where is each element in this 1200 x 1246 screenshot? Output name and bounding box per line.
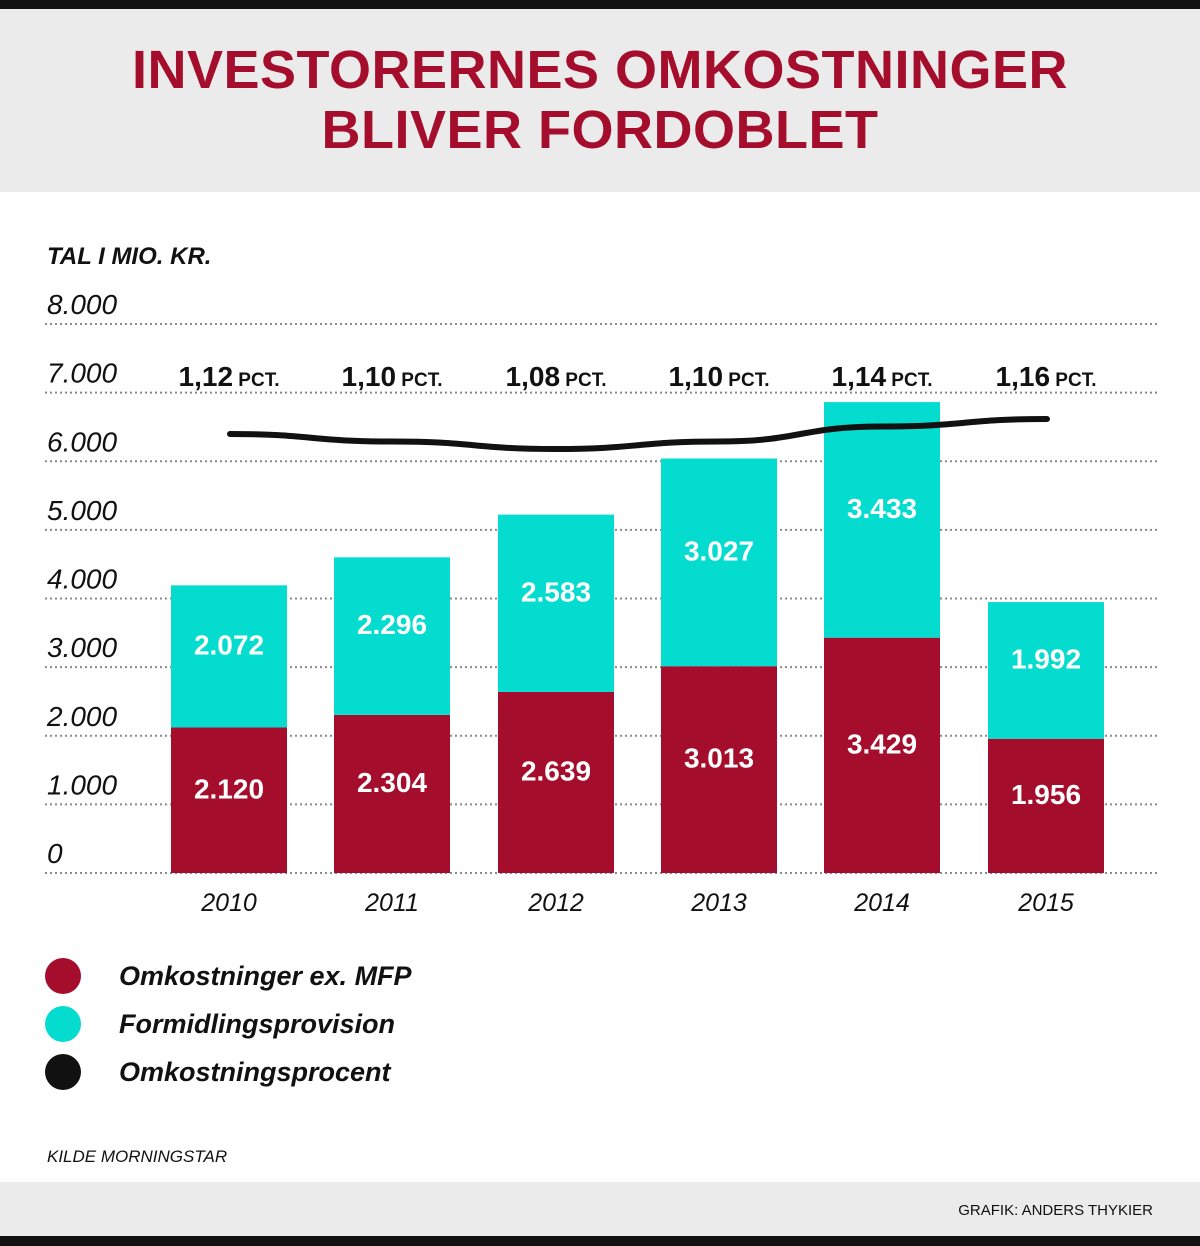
- y-tick-labels: 0 1.000 2.000 3.000 4.000 5.000 6.000 7.000 8.00…: [46, 289, 117, 869]
- data-label-formidlingsprovision: 2.583: [521, 576, 591, 607]
- omkostningsprocent-line: [227, 416, 1050, 453]
- bar-formidlingsprovision-2011: [334, 557, 450, 715]
- percent-label: 1,16 PCT.: [996, 361, 1097, 392]
- data-label-omkostninger: 1.956: [1011, 779, 1081, 810]
- graphic-credit: GRAFIK: ANDERS THYKIER: [958, 1202, 1153, 1219]
- data-label-formidlingsprovision: 1.992: [1011, 643, 1081, 674]
- bar-omkostninger-2014: [824, 637, 940, 873]
- legend-swatch-crimson: [45, 958, 81, 994]
- bar-omkostninger-2010: [171, 727, 287, 873]
- data-label-omkostninger: 3.013: [684, 743, 754, 774]
- bar-formidlingsprovision-2014: [824, 402, 940, 638]
- data-label-omkostninger: 2.304: [357, 767, 427, 798]
- bar-formidlingsprovision-2013: [661, 458, 777, 667]
- data-label-omkostninger: 2.639: [521, 755, 591, 786]
- data-label-formidlingsprovision: 3.433: [847, 493, 917, 524]
- y-tick-label: 5.000: [47, 495, 117, 526]
- header-band: [0, 9, 1200, 192]
- bar-omkostninger-2013: [661, 666, 777, 873]
- data-label-formidlingsprovision: 2.072: [194, 629, 264, 660]
- x-tick-label: 2015: [1017, 889, 1074, 917]
- y-tick-label: 6.000: [47, 426, 117, 457]
- footer-band: GRAFIK: ANDERS THYKIER: [0, 1182, 1200, 1236]
- source-note: KILDE MORNINGSTAR: [47, 1147, 228, 1166]
- bar-omkostninger-2011: [334, 714, 450, 873]
- y-tick-label: 7.000: [47, 358, 117, 389]
- x-tick-label: 2014: [853, 889, 910, 917]
- legend-swatch-teal: [45, 1006, 81, 1042]
- legend-swatch-black: [45, 1054, 81, 1090]
- percent-label: 1,12 PCT.: [179, 361, 280, 392]
- y-tick-label: 1.000: [47, 769, 117, 800]
- legend-label-omkostningsprocent: Omkostningsprocent: [119, 1057, 391, 1087]
- y-tick-label: 2.000: [46, 701, 117, 732]
- data-label-formidlingsprovision: 3.027: [684, 535, 754, 566]
- data-label-omkostninger: 2.120: [194, 773, 264, 804]
- percent-line-layer: [227, 416, 1050, 453]
- data-label-formidlingsprovision: 2.296: [357, 609, 427, 640]
- title-line-2: BLIVER FORDOBLET: [321, 100, 879, 160]
- y-tick-label: 4.000: [47, 564, 117, 595]
- y-tick-label: 8.000: [47, 289, 117, 320]
- x-tick-labels: 2010 2011 2012 2013 2014 2015: [200, 889, 1074, 917]
- bar-omkostninger-2015: [988, 738, 1104, 873]
- bar-formidlingsprovision-2015: [988, 602, 1104, 739]
- stacked-bar-chart: TAL I MIO. KR. 0 1.000 2.000 3.000 4.000 5.00…: [45, 243, 1157, 917]
- y-tick-label: 0: [47, 838, 63, 869]
- data-label-omkostninger: 3.429: [847, 728, 917, 759]
- x-tick-label: 2010: [200, 889, 257, 917]
- bar-formidlingsprovision-2012: [498, 514, 614, 692]
- x-tick-label: 2013: [690, 889, 747, 917]
- percent-label: 1,08 PCT.: [506, 361, 607, 392]
- percent-label: 1,10 PCT.: [342, 361, 443, 392]
- y-axis-label: TAL I MIO. KR.: [47, 243, 211, 270]
- top-rule: [0, 0, 1200, 9]
- legend-label-formidlingsprovision: Formidlingsprovision: [119, 1009, 396, 1039]
- bar-omkostninger-2012: [498, 691, 614, 873]
- legend-label-omkostninger: Omkostninger ex. MFP: [119, 961, 412, 991]
- title-line-1: INVESTORERNES OMKOSTNINGER: [131, 40, 1069, 100]
- bars: 2.120 2.072 2.304 2.296 2.639 2.583 3.013 3.027…: [171, 402, 1104, 873]
- percent-label: 1,14 PCT.: [832, 361, 933, 392]
- chart-title: INVESTORERNES OMKOSTNINGER BLIVER FORDOB…: [0, 40, 1200, 160]
- x-tick-label: 2012: [527, 889, 584, 917]
- bottom-rule: [0, 1236, 1200, 1246]
- bar-formidlingsprovision-2010: [171, 585, 287, 728]
- percent-labels: 1,12 PCT. 1,10 PCT. 1,08 PCT. 1,10 PCT. 1,14…: [179, 361, 1097, 392]
- y-tick-label: 3.000: [47, 632, 117, 663]
- x-tick-label: 2011: [364, 889, 419, 917]
- percent-label: 1,10 PCT.: [669, 361, 770, 392]
